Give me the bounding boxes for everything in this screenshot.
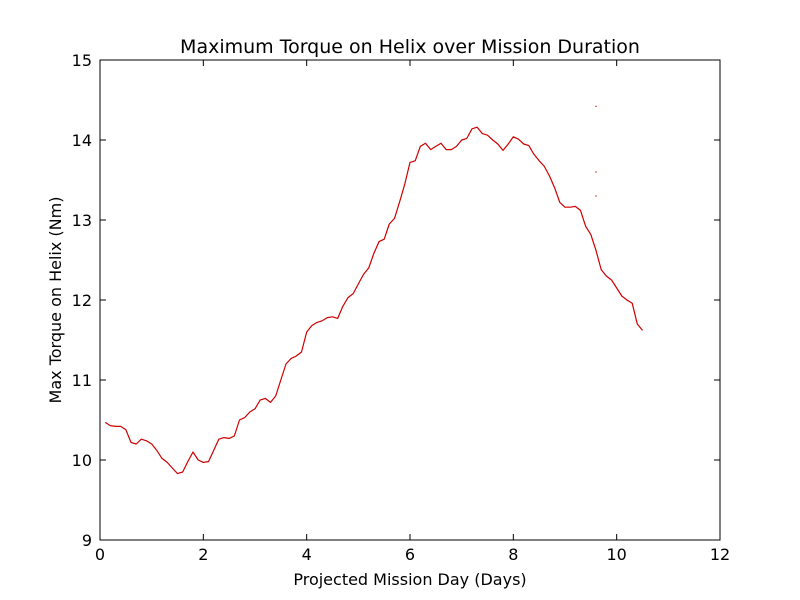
torque-series-line	[104, 126, 643, 475]
x-tick-label: 2	[198, 545, 208, 564]
y-tick-label: 15	[72, 51, 92, 70]
y-axis-title: Max Torque on Helix (Nm)	[46, 197, 65, 404]
y-tick-label: 14	[72, 131, 92, 150]
x-tick-label: 4	[302, 545, 312, 564]
x-tick-label: 6	[405, 545, 415, 564]
x-tick-label: 8	[508, 545, 518, 564]
series-layer	[104, 105, 643, 475]
y-tick-label: 9	[82, 531, 92, 550]
stray-data-point	[595, 171, 597, 173]
x-tick-label: 10	[606, 545, 626, 564]
y-tick-label: 12	[72, 291, 92, 310]
chart-title: Maximum Torque on Helix over Mission Dur…	[180, 36, 640, 58]
stray-data-point	[595, 105, 597, 107]
x-tick-label: 12	[710, 545, 730, 564]
y-tick-label: 13	[72, 211, 92, 230]
stray-data-point	[595, 195, 597, 197]
ticks-layer: 0 2 4 6 8 10 12 9 10 11 12 13 14 15	[72, 51, 731, 564]
x-axis-title: Projected Mission Day (Days)	[293, 570, 526, 589]
y-tick-label: 11	[72, 371, 92, 390]
y-tick-label: 10	[72, 451, 92, 470]
x-tick-label: 0	[95, 545, 105, 564]
